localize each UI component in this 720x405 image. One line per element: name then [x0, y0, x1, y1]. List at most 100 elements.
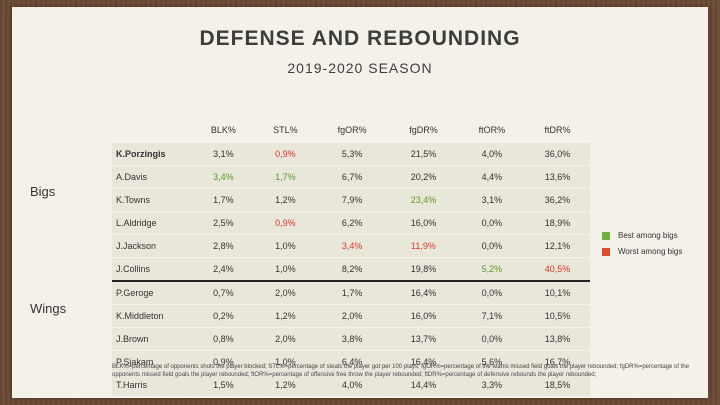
stat-cell: 16,7% — [524, 350, 590, 374]
stat-cell: 5,3% — [316, 143, 389, 166]
stat-cell: 18,9% — [524, 211, 590, 235]
stat-cell: 1,7% — [254, 165, 317, 189]
header-fgdr: fgDR% — [388, 117, 459, 143]
stat-cell: 1,7% — [316, 281, 389, 305]
stat-cell: 5,2% — [458, 257, 525, 282]
stat-cell: 10,1% — [524, 281, 590, 305]
stat-cell: 0,0% — [458, 211, 525, 235]
table-body: K.Porzingis 3,1% 0,9% 5,3% 21,5% 4,0% 36,0% A.D… — [112, 143, 590, 397]
header-player — [112, 117, 192, 143]
stat-cell: 16,4% — [388, 350, 459, 374]
footnote: BLK%=percentage of opponents shots the p… — [112, 364, 690, 378]
stat-cell: 1,0% — [254, 350, 317, 374]
stat-cell: 0,9% — [254, 143, 317, 166]
stat-cell: 8,2% — [316, 257, 389, 282]
player-name: K.Middleton — [112, 304, 192, 328]
stat-cell: 6,2% — [316, 211, 389, 235]
player-name: J.Jackson — [112, 234, 192, 258]
stat-cell: 13,6% — [524, 165, 590, 189]
player-name: A.Davis — [112, 165, 192, 189]
stat-cell: 4,4% — [458, 165, 525, 189]
player-name: L.Aldridge — [112, 211, 192, 235]
legend-label-best: Best among bigs — [618, 231, 678, 240]
stat-cell: 3,8% — [316, 327, 389, 351]
stat-cell: 2,8% — [192, 234, 255, 258]
stat-cell: 14,4% — [388, 373, 459, 397]
slide-subtitle: 2019-2020 SEASON — [287, 60, 433, 76]
stat-cell: 2,5% — [192, 211, 255, 235]
stat-cell: 0,9% — [254, 211, 317, 235]
stat-cell: 3,1% — [192, 143, 255, 166]
stat-cell: 0,0% — [458, 327, 525, 351]
stat-cell: 10,5% — [524, 304, 590, 328]
header-ftor: ftOR% — [458, 117, 525, 143]
stat-cell: 16,0% — [388, 304, 459, 328]
stat-cell: 5,6% — [458, 350, 525, 374]
stat-cell: 18,5% — [524, 373, 590, 397]
slide-title: DEFENSE AND REBOUNDING — [199, 27, 521, 50]
table-row: L.Aldridge 2,5% 0,9% 6,2% 16,0% 0,0% 18,9% — [112, 211, 590, 235]
stat-cell: 0,9% — [192, 350, 255, 374]
table-row: K.Middleton 0,2% 1,2% 2,0% 16,0% 7,1% 10,5% — [112, 304, 590, 328]
stat-cell: 1,0% — [254, 234, 317, 258]
stat-cell: 4,0% — [458, 143, 525, 166]
header-fgor: fgOR% — [316, 117, 389, 143]
legend-label-worst: Worst among bigs — [618, 247, 683, 256]
group-label-wings: Wings — [30, 301, 67, 316]
stat-cell: 36,2% — [524, 188, 590, 212]
stat-cell: 20,2% — [388, 165, 459, 189]
stat-cell: 3,4% — [316, 234, 389, 258]
stat-cell: 3,4% — [192, 165, 255, 189]
stat-cell: 2,0% — [254, 281, 317, 305]
stat-cell: 1,0% — [254, 257, 317, 282]
stats-table: BLK% STL% fgOR% fgDR% ftOR% ftDR% K.Porz… — [112, 117, 590, 397]
stat-cell: 1,2% — [254, 188, 317, 212]
stat-cell: 16,0% — [388, 211, 459, 235]
stat-cell: 19,8% — [388, 257, 459, 282]
player-name: J.Collins — [112, 257, 192, 282]
table-row: P.Siakam 0,9% 1,0% 6,4% 16,4% 5,6% 16,7% — [112, 350, 590, 374]
group-label-bigs: Bigs — [30, 184, 56, 199]
player-name: J.Brown — [112, 327, 192, 351]
stat-cell: 16,4% — [388, 281, 459, 305]
stat-cell: 6,7% — [316, 165, 389, 189]
legend-swatch-best — [602, 231, 610, 240]
stat-cell: 3,1% — [458, 188, 525, 212]
stat-cell: 0,0% — [458, 234, 525, 258]
legend-swatch-worst — [602, 247, 610, 256]
stat-cell: 12,1% — [524, 234, 590, 258]
stat-cell: 13,8% — [524, 327, 590, 351]
stat-cell: 6,4% — [316, 350, 389, 374]
stat-cell: 2,4% — [192, 257, 255, 282]
stat-cell: 3,3% — [458, 373, 525, 397]
player-name: K.Porzingis — [112, 143, 192, 166]
table-row: J.Brown 0,8% 2,0% 3,8% 13,7% 0,0% 13,8% — [112, 327, 590, 351]
stat-cell: 7,1% — [458, 304, 525, 328]
player-name: P.Geroge — [112, 281, 192, 305]
player-name: K.Towns — [112, 188, 192, 212]
stat-cell: 36,0% — [524, 143, 590, 166]
stat-cell: 40,5% — [524, 257, 590, 282]
stat-cell: 11,9% — [388, 234, 459, 258]
header-ftdr: ftDR% — [524, 117, 590, 143]
legend-worst: Worst among bigs — [602, 247, 682, 256]
stat-cell: 2,0% — [316, 304, 389, 328]
stat-cell: 1,2% — [254, 304, 317, 328]
stat-cell: 0,0% — [458, 281, 525, 305]
player-name: T.Harris — [112, 373, 192, 397]
table-row: J.Collins 2,4% 1,0% 8,2% 19,8% 5,2% 40,5% — [112, 257, 590, 282]
stat-cell: 1,5% — [192, 373, 255, 397]
table-header-row: BLK% STL% fgOR% fgDR% ftOR% ftDR% — [112, 117, 590, 143]
stat-cell: 1,2% — [254, 373, 317, 397]
table-row: A.Davis 3,4% 1,7% 6,7% 20,2% 4,4% 13,6% — [112, 165, 590, 189]
stat-cell: 1,7% — [192, 188, 255, 212]
header-blk: BLK% — [192, 117, 255, 143]
stat-cell: 21,5% — [388, 143, 459, 166]
stat-cell: 0,7% — [192, 281, 255, 305]
table-row: P.Geroge 0,7% 2,0% 1,7% 16,4% 0,0% 10,1% — [112, 281, 590, 305]
stat-cell: 23,4% — [388, 188, 459, 212]
table-row: J.Jackson 2,8% 1,0% 3,4% 11,9% 0,0% 12,1% — [112, 234, 590, 258]
table-row: T.Harris 1,5% 1,2% 4,0% 14,4% 3,3% 18,5% — [112, 373, 590, 397]
stat-cell: 7,9% — [316, 188, 389, 212]
legend-best: Best among bigs — [602, 231, 678, 240]
